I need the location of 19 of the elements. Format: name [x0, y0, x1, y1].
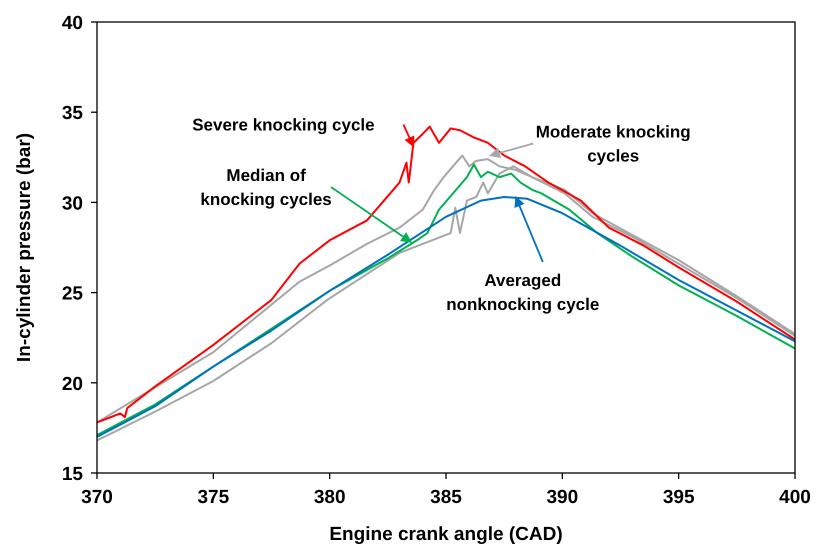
x-tick-label: 400 — [779, 487, 811, 508]
annotation: Averaged nonknocking cycle — [446, 270, 600, 314]
x-tick-label: 390 — [546, 487, 578, 508]
y-tick-label: 35 — [62, 103, 84, 124]
x-tick-label: 375 — [197, 487, 230, 508]
y-tick-label: 40 — [62, 13, 83, 34]
x-tick-label: 380 — [314, 487, 346, 508]
annotation: Median of knocking cycles — [200, 166, 332, 210]
y-tick-label: 25 — [62, 284, 84, 305]
y-axis-title: In-cylinder pressure (bar) — [14, 132, 35, 362]
y-tick-label: 15 — [62, 464, 84, 485]
annotation: Moderate knocking cycles — [536, 122, 691, 166]
x-tick-label: 395 — [662, 487, 695, 508]
x-tick-label: 370 — [81, 487, 113, 508]
x-axis-title: Engine crank angle (CAD) — [329, 524, 563, 545]
y-tick-label: 30 — [62, 193, 83, 214]
annotation: Severe knocking cycle — [192, 115, 375, 134]
y-tick-label: 20 — [62, 374, 83, 395]
x-tick-label: 385 — [430, 487, 462, 508]
